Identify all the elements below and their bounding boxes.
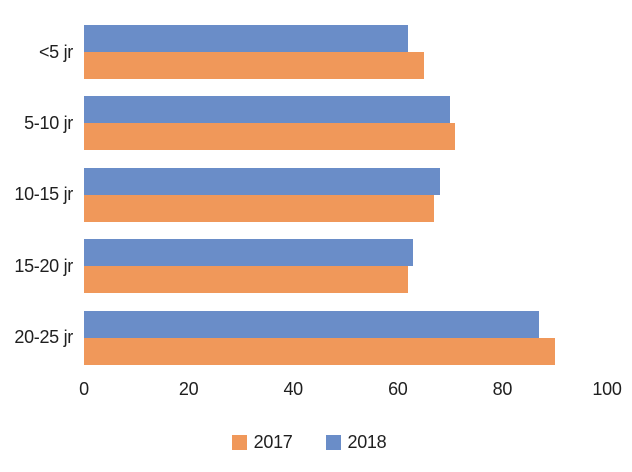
- x-axis: 0 20 40 60 80 100: [79, 379, 622, 401]
- x-tick-label: 20: [178, 379, 199, 399]
- category-label: 10-15 jr: [14, 184, 73, 205]
- bar-group: [84, 239, 607, 294]
- x-tick-label: 100: [592, 379, 622, 399]
- bar-2017-cat2: [84, 194, 435, 222]
- bar-2018-cat1: [84, 96, 451, 124]
- x-tick-label: 60: [388, 379, 408, 399]
- legend-swatch-2018: [325, 435, 341, 450]
- bar-2018-cat3: [84, 239, 414, 267]
- bar-group: [84, 96, 607, 151]
- legend-label: 2018: [347, 432, 387, 452]
- bar-group: [84, 310, 607, 365]
- bar-2018-cat4: [84, 310, 539, 338]
- bar-group: [84, 167, 607, 222]
- bar-2017-cat1: [84, 123, 456, 151]
- category-row: 15-20 jr: [0, 239, 632, 294]
- category-label: <5 jr: [38, 41, 73, 62]
- bar-2017-cat4: [84, 337, 555, 365]
- legend-item-2017: 2017: [231, 432, 293, 453]
- category-label: 20-25 jr: [14, 327, 73, 348]
- category-label: 15-20 jr: [14, 255, 73, 276]
- x-tick-label: 0: [79, 379, 89, 399]
- bar-2017-cat0: [84, 52, 424, 79]
- bar-2018-cat2: [84, 167, 440, 195]
- legend-item-2018: 2018: [325, 432, 387, 453]
- legend-label: 2017: [253, 432, 293, 452]
- legend-swatch-2017: [231, 435, 247, 450]
- category-row: <5 jr: [0, 25, 632, 79]
- bar-2018-cat0: [84, 25, 409, 52]
- x-tick-label: 40: [283, 379, 303, 399]
- category-row: 20-25 jr: [0, 310, 632, 365]
- category-row: 5-10 jr: [0, 96, 632, 151]
- bar-group: [84, 25, 607, 79]
- legend: 2017 2018: [0, 432, 625, 453]
- category-row: 10-15 jr: [0, 167, 632, 222]
- bar-2017-cat3: [84, 266, 409, 294]
- category-label: 5-10 jr: [24, 112, 73, 133]
- x-tick-label: 80: [492, 379, 513, 399]
